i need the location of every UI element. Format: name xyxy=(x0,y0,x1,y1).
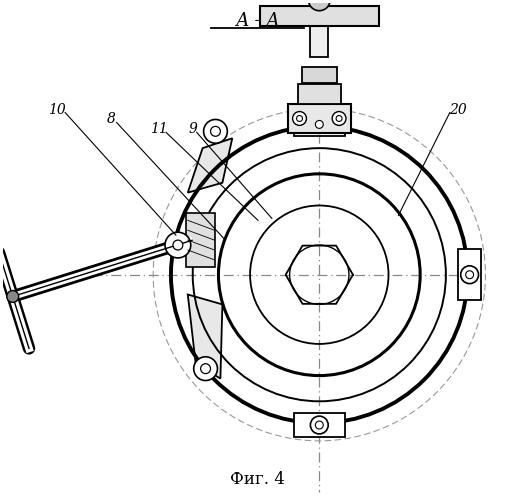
Circle shape xyxy=(165,232,191,258)
Text: 10: 10 xyxy=(48,102,66,117)
Bar xyxy=(293,112,345,136)
Circle shape xyxy=(7,290,19,302)
Circle shape xyxy=(466,271,473,278)
Circle shape xyxy=(316,421,323,429)
Circle shape xyxy=(336,116,342,121)
Text: Фиг. 4: Фиг. 4 xyxy=(230,471,284,488)
Bar xyxy=(186,213,215,268)
Circle shape xyxy=(310,116,328,134)
Bar xyxy=(458,249,482,300)
Circle shape xyxy=(316,120,323,128)
Text: 20: 20 xyxy=(449,102,467,117)
Circle shape xyxy=(292,112,306,126)
Circle shape xyxy=(173,240,183,250)
Text: 8: 8 xyxy=(107,112,116,126)
Bar xyxy=(293,413,345,437)
Circle shape xyxy=(204,120,227,143)
Circle shape xyxy=(461,266,479,283)
Circle shape xyxy=(308,0,330,10)
Circle shape xyxy=(211,126,221,136)
Text: 11: 11 xyxy=(150,122,168,136)
Bar xyxy=(310,18,328,57)
Text: А - А: А - А xyxy=(234,12,280,30)
Polygon shape xyxy=(188,138,232,192)
Circle shape xyxy=(200,364,211,374)
Circle shape xyxy=(332,112,346,126)
Bar xyxy=(288,104,351,134)
Circle shape xyxy=(297,116,302,121)
Text: 9: 9 xyxy=(188,122,197,136)
Bar xyxy=(302,67,337,83)
Circle shape xyxy=(194,357,217,380)
Bar xyxy=(298,84,341,103)
Polygon shape xyxy=(188,294,223,378)
Bar xyxy=(260,6,379,25)
Circle shape xyxy=(310,416,328,434)
